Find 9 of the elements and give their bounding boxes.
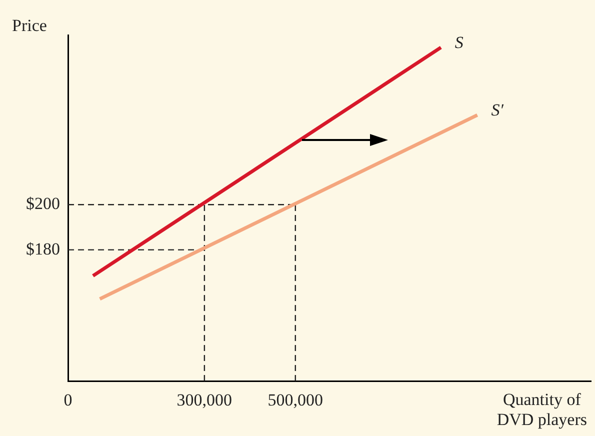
y-tick-label: $180	[26, 239, 60, 258]
series-label: S′	[491, 100, 504, 120]
y-tick-label: $200	[26, 194, 60, 214]
series-label: S	[454, 32, 464, 52]
x-axis-title: Quantity of DVD players	[496, 390, 587, 430]
x-tick-label: 300,000	[176, 390, 232, 410]
y-axis-title: Price	[12, 16, 47, 36]
x-tick-label: 0	[64, 390, 72, 410]
x-tick-label: 500,000	[268, 390, 324, 410]
